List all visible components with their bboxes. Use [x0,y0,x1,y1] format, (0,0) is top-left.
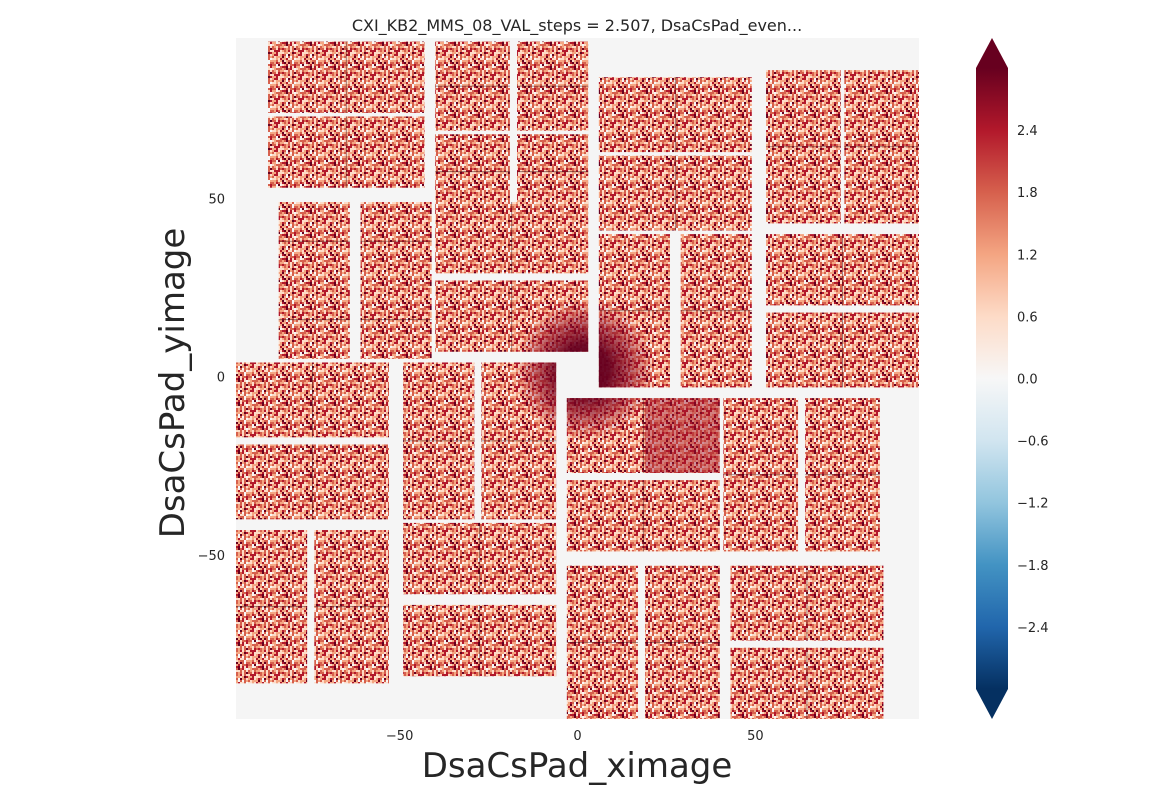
x-axis-title: DsaCsPad_ximage [422,746,733,786]
colorbar: 2.4 1.8 1.2 0.6 0.0 −0.6 −1.2 −1.8 −2.4 [976,38,1049,719]
detector-panel-q2-d2 [766,312,919,388]
detector-panel-q3-a1 [236,362,389,438]
detector-panel-q2-a2 [598,155,752,231]
detector-panel-q3-c2 [314,530,389,684]
detector-panel-q4-d1 [730,565,884,641]
detector-panel-q1-a1 [268,41,425,113]
chart-title: CXI_KB2_MMS_08_VAL_steps = 2.507, DsaCsP… [352,16,802,36]
colorbar-tick-label: 0.0 [1017,373,1038,388]
detector-panel-q1-b2 [435,134,510,210]
plot-area [236,38,919,719]
y-tick-label: 0 [217,371,225,386]
y-tick-label: 50 [208,192,225,207]
colorbar-ticks: 2.4 1.8 1.2 0.6 0.0 −0.6 −1.2 −1.8 −2.4 [1017,124,1049,636]
colorbar-tick-label: 2.4 [1017,124,1038,139]
detector-panel-q1-e1 [360,202,432,281]
detector-panel-q1-e2 [360,280,432,359]
y-axis-title: DsaCsPad_yimage [153,228,193,539]
colorbar-tick-label: −1.2 [1017,497,1049,512]
detector-panel-q4-c2 [645,565,720,719]
detector-panel-q3-d2 [403,604,557,677]
detector-panel-q3-b1 [403,362,475,520]
detector-panel-q1-d2 [278,280,350,359]
x-tick-label: −50 [386,729,413,744]
colorbar-tick-label: 1.2 [1017,248,1038,263]
detector-panel-q1-c2 [517,134,589,210]
detector-panel-q2-c2 [680,234,752,388]
detector-panel-q2-d1 [766,234,919,306]
colorbar-tick-label: −0.6 [1017,435,1049,450]
colorbar-tick-label: −2.4 [1017,621,1049,636]
detector-panel-q4-d2 [730,647,884,719]
x-tick-label: 50 [747,729,764,744]
detector-panel-q2-a1 [598,77,752,153]
detector-panel-q1-a2 [268,116,425,188]
detector-panel-q3-d1 [403,522,557,595]
detector-panel-q1-f1 [435,202,589,274]
detector-panel-q2-b1 [766,70,841,224]
detector-panels [236,41,919,719]
detector-panel-q4-c1 [566,565,638,719]
detector-panel-q3-a2 [236,444,389,520]
detector-panel-q4-b2 [805,398,880,552]
detector-panel-q4-a2 [566,480,720,552]
colorbar-extend-bottom [976,689,1008,719]
colorbar-extend-top [976,38,1008,68]
colorbar-tick-label: 1.8 [1017,186,1038,201]
detector-panel-q1-d1 [278,202,350,281]
x-tick-label: 0 [573,729,581,744]
colorbar-body [976,68,1008,689]
detector-panel-q4-b1 [723,398,799,552]
detector-panel-q1-b1 [435,41,510,131]
colorbar-tick-label: 0.6 [1017,310,1038,325]
y-axis-ticks: 50 0 −50 [198,192,225,564]
detector-panel-q2-b2 [844,70,919,224]
colorbar-tick-label: −1.8 [1017,559,1049,574]
y-tick-label: −50 [198,549,225,564]
hot-panel-overlay [645,398,720,473]
detector-panel-q1-c1 [517,41,589,131]
x-axis-ticks: −50 0 50 [386,729,764,744]
detector-panel-q3-c1 [236,530,308,684]
